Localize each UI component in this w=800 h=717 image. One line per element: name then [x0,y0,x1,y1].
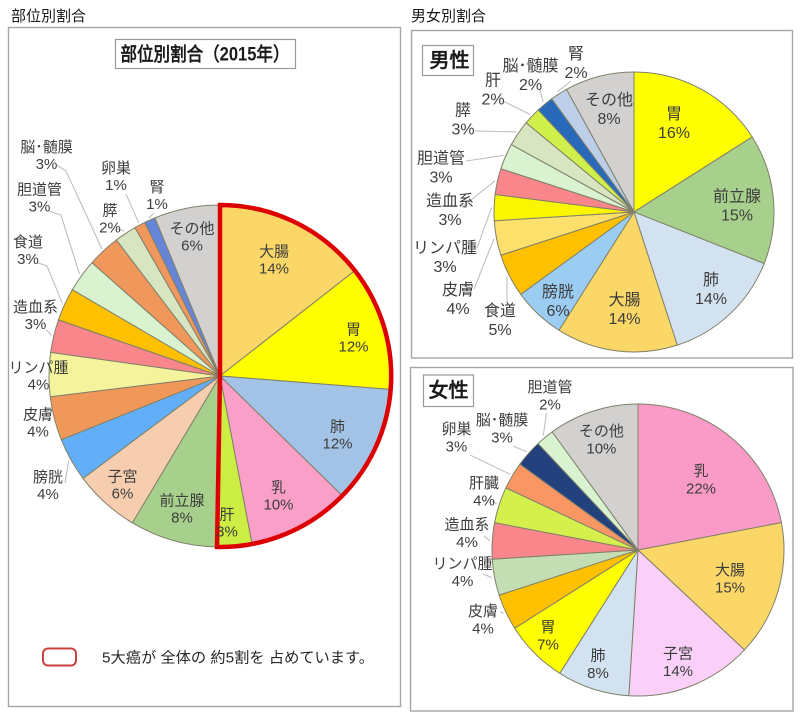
svg-text:3%: 3% [216,524,238,541]
svg-text:胃: 胃 [540,619,555,636]
svg-text:前立腺: 前立腺 [713,188,761,206]
svg-text:肺: 肺 [590,647,605,664]
svg-text:脳･髄膜: 脳･髄膜 [20,139,73,156]
svg-text:男性: 男性 [430,49,470,72]
svg-text:肝臓: 肝臓 [469,475,499,492]
svg-text:14%: 14% [695,291,727,308]
svg-text:10%: 10% [586,440,616,457]
svg-text:3%: 3% [451,122,474,139]
svg-text:12%: 12% [338,339,368,356]
svg-text:女性: 女性 [429,378,469,402]
svg-text:膵: 膵 [102,203,117,220]
svg-text:10%: 10% [263,497,293,514]
svg-text:リンパ腫: リンパ腫 [8,360,68,377]
svg-text:3%: 3% [491,429,513,446]
svg-text:腎: 腎 [149,179,164,196]
svg-text:胃: 胃 [346,322,361,339]
svg-text:食道: 食道 [484,302,516,320]
svg-text:胆道管: 胆道管 [527,379,572,396]
svg-text:4%: 4% [473,492,495,509]
svg-text:8%: 8% [171,510,193,527]
svg-text:食道: 食道 [13,234,43,251]
svg-text:卵巣: 卵巣 [441,421,471,438]
svg-text:その他: その他 [585,91,633,109]
svg-text:部位別割合: 部位別割合 [11,8,86,25]
svg-text:6%: 6% [112,486,134,503]
svg-text:8%: 8% [587,665,609,682]
svg-text:胆道管: 胆道管 [17,182,62,199]
svg-text:3%: 3% [429,170,452,187]
svg-text:2%: 2% [519,77,542,94]
svg-text:脳･髄膜: 脳･髄膜 [476,412,529,429]
svg-text:皮膚: 皮膚 [468,603,498,620]
svg-text:3%: 3% [438,212,461,229]
svg-text:部位別割合（2015年）: 部位別割合（2015年） [121,43,290,66]
svg-text:4%: 4% [472,620,494,637]
svg-text:4%: 4% [28,377,50,394]
svg-text:8%: 8% [597,111,620,128]
svg-text:6%: 6% [546,303,569,320]
svg-text:肺: 肺 [330,419,345,436]
svg-text:4%: 4% [452,573,474,590]
svg-text:5大癌が 全体の 約5割を 占めています。: 5大癌が 全体の 約5割を 占めています。 [102,649,374,667]
svg-text:14%: 14% [608,311,640,328]
svg-text:膀胱: 膀胱 [33,469,63,486]
svg-text:2%: 2% [99,220,121,237]
svg-text:造血系: 造血系 [444,517,489,534]
svg-text:7%: 7% [537,636,559,653]
svg-text:胃: 胃 [666,106,682,123]
svg-text:リンパ腫: リンパ腫 [432,555,492,572]
svg-text:3%: 3% [433,259,456,276]
svg-text:15%: 15% [721,208,753,225]
svg-text:子宮: 子宮 [663,645,693,662]
svg-text:12%: 12% [322,436,352,453]
svg-text:造血系: 造血系 [426,192,474,210]
svg-text:子宮: 子宮 [107,469,137,486]
svg-text:2%: 2% [539,396,561,413]
svg-text:16%: 16% [658,125,690,142]
svg-text:乳: 乳 [693,463,708,480]
svg-text:乳: 乳 [271,480,286,497]
svg-text:1%: 1% [105,177,127,194]
svg-text:6%: 6% [181,238,203,255]
svg-text:3%: 3% [29,199,51,216]
svg-text:大腸: 大腸 [259,244,289,261]
svg-text:腎: 腎 [568,45,584,63]
svg-text:5%: 5% [488,322,511,339]
svg-text:4%: 4% [27,424,49,441]
svg-text:15%: 15% [715,579,745,596]
svg-text:22%: 22% [686,481,716,498]
svg-text:膀胱: 膀胱 [542,283,574,301]
svg-text:前立腺: 前立腺 [159,493,204,510]
svg-text:肺: 肺 [703,271,719,289]
svg-text:その他: その他 [169,221,214,238]
svg-text:皮膚: 皮膚 [23,407,53,424]
svg-text:胆道管: 胆道管 [417,150,465,168]
svg-text:肝: 肝 [219,507,234,524]
svg-text:4%: 4% [37,486,59,503]
svg-text:皮膚: 皮膚 [442,281,474,299]
svg-text:膵: 膵 [455,102,471,120]
svg-text:大腸: 大腸 [715,562,745,579]
svg-text:男女別割合: 男女別割合 [411,7,486,25]
svg-text:4%: 4% [446,301,469,318]
svg-text:4%: 4% [456,534,478,551]
svg-text:3%: 3% [25,316,47,333]
svg-text:3%: 3% [17,251,39,268]
svg-text:3%: 3% [446,438,468,455]
svg-text:14%: 14% [663,663,693,680]
svg-text:卵巣: 卵巣 [101,160,131,177]
svg-text:14%: 14% [259,261,289,278]
svg-text:大腸: 大腸 [608,291,640,309]
svg-text:脳･髄膜: 脳･髄膜 [502,57,558,75]
svg-text:2%: 2% [481,92,504,109]
svg-text:1%: 1% [146,196,168,213]
svg-text:肝: 肝 [485,72,501,90]
svg-text:3%: 3% [36,156,58,173]
svg-text:リンパ腫: リンパ腫 [413,239,477,257]
svg-text:その他: その他 [579,423,624,440]
svg-text:2%: 2% [564,65,587,82]
svg-text:造血系: 造血系 [13,299,58,316]
